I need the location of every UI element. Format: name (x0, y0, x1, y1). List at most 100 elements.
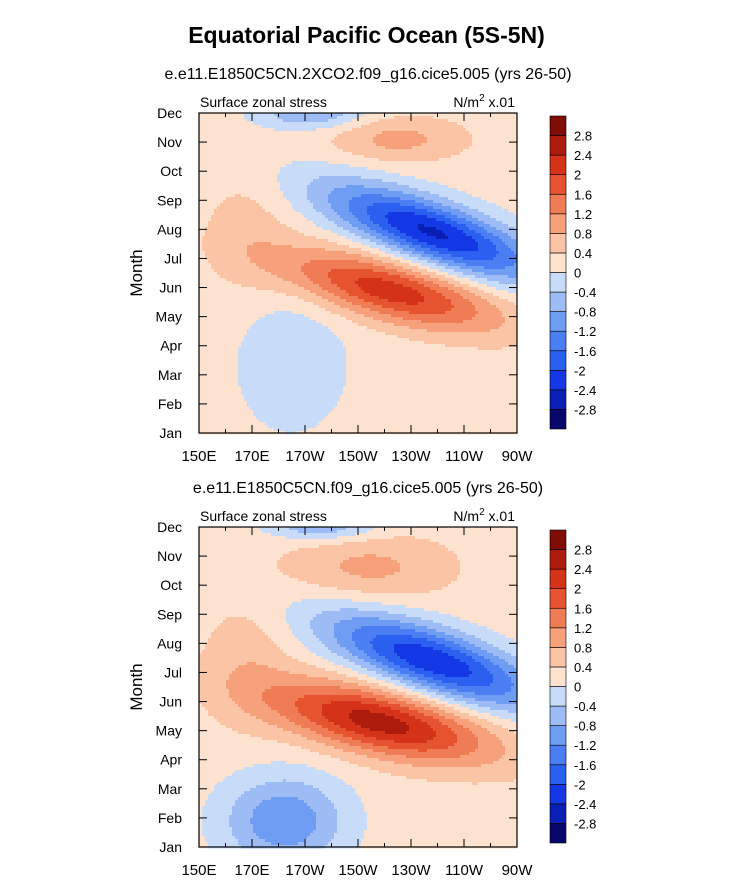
heatmap-cell (289, 137, 293, 141)
heatmap-cell (370, 125, 374, 129)
heatmap-cell (247, 116, 251, 120)
heatmap-cell (292, 146, 296, 150)
heatmap-cell (382, 146, 386, 150)
heatmap-cell (286, 149, 290, 153)
heatmap-cell (343, 137, 347, 141)
heatmap-cell (307, 137, 311, 141)
heatmap-cell (499, 131, 503, 135)
heatmap-cell (394, 149, 398, 153)
heatmap-cell (448, 128, 452, 132)
heatmap-cell (220, 152, 224, 156)
heatmap-cell (472, 125, 476, 129)
heatmap-cell (502, 125, 506, 129)
heatmap-cell (430, 134, 434, 138)
heatmap-cell (313, 134, 317, 138)
heatmap-cell (214, 125, 218, 129)
heatmap-cell (484, 128, 488, 132)
heatmap-cell (334, 146, 338, 150)
heatmap-cell (232, 119, 236, 123)
heatmap-cell (217, 137, 221, 141)
heatmap-cell (334, 140, 338, 144)
heatmap-cell (448, 134, 452, 138)
heatmap-cell (220, 140, 224, 144)
heatmap-cell (469, 149, 473, 153)
heatmap-cell (271, 131, 275, 135)
heatmap-cell (265, 116, 269, 120)
heatmap-cell (505, 116, 509, 120)
heatmap-cell (472, 131, 476, 135)
heatmap-cell (268, 149, 272, 153)
heatmap-cell (478, 137, 482, 141)
heatmap-cell (424, 125, 428, 129)
heatmap-cell (430, 131, 434, 135)
heatmap-cell (265, 131, 269, 135)
heatmap-cell (247, 119, 251, 123)
heatmap-cell (271, 119, 275, 123)
heatmap-cell (454, 143, 458, 147)
heatmap-cell (418, 131, 422, 135)
heatmap-cell (403, 137, 407, 141)
heatmap-cell (280, 137, 284, 141)
heatmap-cell (274, 134, 278, 138)
heatmap-cell (442, 131, 446, 135)
heatmap-cell (433, 119, 437, 123)
heatmap-cell (490, 134, 494, 138)
heatmap-cell (253, 146, 257, 150)
heatmap-cell (445, 128, 449, 132)
heatmap-cell (493, 122, 497, 126)
heatmap-cell (358, 149, 362, 153)
heatmap-cell (448, 137, 452, 141)
heatmap-cell (382, 137, 386, 141)
heatmap-cell (328, 128, 332, 132)
heatmap-cell (412, 119, 416, 123)
heatmap-cell (361, 137, 365, 141)
heatmap-cell (493, 125, 497, 129)
heatmap-cell (340, 119, 344, 123)
heatmap-cell (253, 152, 257, 156)
heatmap-cell (283, 149, 287, 153)
heatmap-cell (295, 116, 299, 120)
heatmap-cell (391, 122, 395, 126)
heatmap-cell (316, 143, 320, 147)
heatmap-cell (430, 119, 434, 123)
heatmap-cell (322, 125, 326, 129)
heatmap-cell (409, 137, 413, 141)
heatmap-cell (226, 140, 230, 144)
heatmap-cell (274, 122, 278, 126)
heatmap-cell (238, 143, 242, 147)
heatmap-cell (259, 134, 263, 138)
heatmap-cell (460, 140, 464, 144)
heatmap-cell (322, 122, 326, 126)
heatmap-cell (226, 122, 230, 126)
heatmap-cell (457, 140, 461, 144)
heatmap-cell (217, 146, 221, 150)
heatmap-cell (289, 125, 293, 129)
heatmap-cell (400, 137, 404, 141)
heatmap-cell (298, 128, 302, 132)
heatmap-cell (484, 143, 488, 147)
heatmap-cell (325, 149, 329, 153)
heatmap-cell (415, 116, 419, 120)
heatmap-cell (484, 125, 488, 129)
heatmap-cell (376, 122, 380, 126)
heatmap-cell (301, 116, 305, 120)
heatmap-cell (400, 149, 404, 153)
heatmap-cell (343, 131, 347, 135)
heatmap-cell (289, 131, 293, 135)
heatmap-cell (289, 146, 293, 150)
heatmap-cell (214, 128, 218, 132)
heatmap-cell (445, 146, 449, 150)
heatmap-cell (478, 140, 482, 144)
heatmap-cell (478, 143, 482, 147)
heatmap-cell (493, 116, 497, 120)
heatmap-cell (475, 119, 479, 123)
heatmap-cell (352, 146, 356, 150)
heatmap-cell (229, 146, 233, 150)
panel-subtitle: e.e11.E1850C5CN.2XCO2.f09_g16.cice5.005 … (164, 66, 571, 83)
heatmap-cell (412, 131, 416, 135)
heatmap-cell (490, 143, 494, 147)
heatmap-cell (259, 128, 263, 132)
heatmap-cell (505, 149, 509, 153)
heatmap-cell (472, 116, 476, 120)
heatmap-cell (283, 146, 287, 150)
